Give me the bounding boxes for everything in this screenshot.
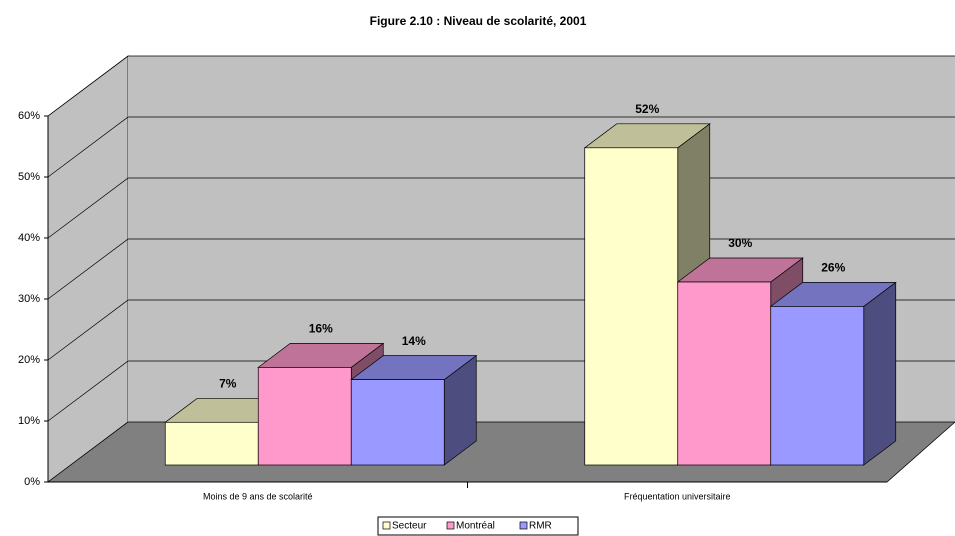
value-label: 7% bbox=[219, 376, 237, 390]
y-tick-label: 10% bbox=[18, 415, 40, 427]
legend-label: RMR bbox=[529, 521, 552, 532]
bar-front bbox=[350, 379, 445, 466]
bar bbox=[769, 281, 897, 466]
y-tick-label: 50% bbox=[18, 171, 40, 183]
y-tick-label: 60% bbox=[18, 110, 40, 122]
grid-line bbox=[47, 360, 129, 422]
value-label: 30% bbox=[728, 236, 752, 250]
legend-box bbox=[377, 516, 579, 536]
value-label: 14% bbox=[402, 334, 426, 348]
y-tick-label: 40% bbox=[18, 232, 40, 244]
value-label: 16% bbox=[309, 322, 333, 336]
x-tick-label: Fréquentation universitaire bbox=[624, 491, 731, 501]
grid-line bbox=[47, 55, 129, 117]
bar-front bbox=[257, 367, 352, 466]
grid-line bbox=[47, 299, 129, 361]
legend: Secteur Montréal RMR bbox=[377, 516, 579, 536]
legend-swatch bbox=[382, 521, 391, 530]
legend-swatch bbox=[519, 521, 528, 530]
y-tick-label: 30% bbox=[18, 293, 40, 305]
grid-line bbox=[47, 177, 129, 239]
legend-swatch bbox=[446, 521, 455, 530]
chart-title: Figure 2.10 : Niveau de scolarité, 2001 bbox=[370, 14, 587, 28]
bar-front bbox=[164, 421, 259, 466]
bar-side bbox=[863, 281, 897, 466]
y-tick-label: 20% bbox=[18, 354, 40, 366]
y-tick-label: 0% bbox=[24, 476, 40, 488]
legend-label: Secteur bbox=[392, 521, 427, 532]
bar-front bbox=[584, 147, 679, 466]
value-label: 26% bbox=[821, 261, 845, 275]
grid-line bbox=[47, 116, 129, 178]
bar bbox=[350, 354, 478, 466]
bar-front bbox=[677, 281, 772, 466]
grid-line bbox=[47, 238, 129, 300]
bar-front bbox=[770, 306, 865, 466]
value-label: 52% bbox=[635, 102, 659, 116]
x-tick-label: Moins de 9 ans de scolarité bbox=[203, 491, 313, 501]
legend-label: Montréal bbox=[456, 521, 495, 532]
